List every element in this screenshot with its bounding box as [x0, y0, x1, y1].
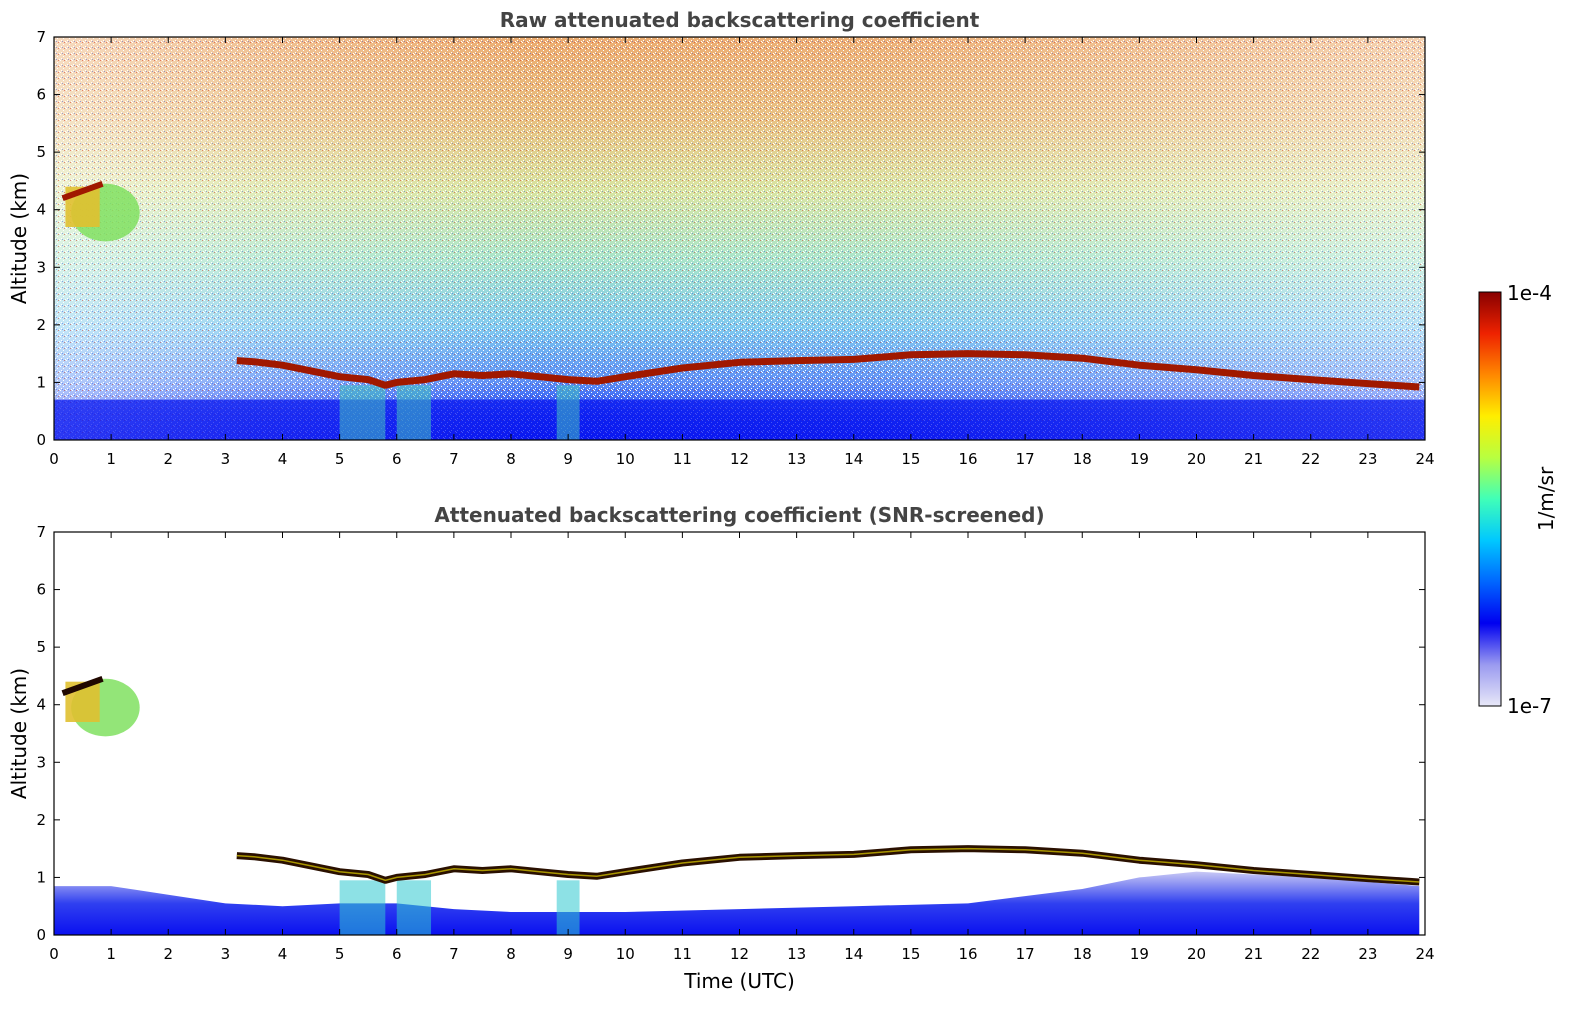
colorbar-min-label: 1e-7: [1507, 694, 1552, 718]
x-axis-label: Time (UTC): [683, 969, 795, 993]
x-tick-label: 5: [335, 945, 345, 963]
x-tick-label: 6: [392, 945, 402, 963]
y-tick-label: 0: [36, 926, 46, 944]
x-tick-label: 9: [563, 450, 573, 468]
x-tick-label: 18: [1073, 450, 1092, 468]
x-tick-label: 16: [958, 945, 977, 963]
x-tick-label: 21: [1244, 945, 1263, 963]
y-tick-label: 2: [36, 811, 46, 829]
colorbar: 1e-4 1e-7 1/m/sr: [1478, 281, 1558, 718]
x-tick-label: 6: [392, 450, 402, 468]
x-tick-label: 4: [278, 450, 288, 468]
x-tick-label: 19: [1130, 450, 1149, 468]
chart-title: Raw attenuated backscattering coefficien…: [500, 8, 980, 32]
y-tick-label: 6: [36, 581, 46, 599]
x-tick-label: 13: [787, 450, 806, 468]
colorbar-scale: [1478, 291, 1502, 707]
chart-title: Attenuated backscattering coefficient (S…: [434, 503, 1044, 527]
x-tick-label: 1: [106, 450, 116, 468]
y-tick-label: 7: [36, 28, 46, 46]
x-tick-label: 12: [730, 945, 749, 963]
x-tick-label: 17: [1016, 450, 1035, 468]
x-tick-label: 2: [163, 945, 173, 963]
x-tick-label: 8: [506, 450, 516, 468]
x-tick-label: 17: [1016, 945, 1035, 963]
precipitation-streak: [396, 880, 432, 935]
x-tick-label: 0: [49, 945, 59, 963]
x-tick-label: 0: [49, 450, 59, 468]
x-tick-label: 3: [221, 450, 231, 468]
y-axis-label: Altitude (km): [7, 668, 31, 799]
y-tick-label: 0: [36, 431, 46, 449]
boundary-layer-aerosol: [54, 399, 1425, 440]
x-tick-label: 22: [1301, 450, 1320, 468]
y-axis-label: Altitude (km): [7, 173, 31, 304]
y-tick-label: 1: [36, 373, 46, 391]
x-tick-label: 10: [616, 450, 635, 468]
x-tick-label: 10: [616, 945, 635, 963]
x-tick-label: 2: [163, 450, 173, 468]
x-tick-label: 24: [1415, 945, 1434, 963]
x-tick-label: 18: [1073, 945, 1092, 963]
x-tick-label: 15: [901, 450, 920, 468]
colorbar-unit-label: 1/m/sr: [1534, 466, 1558, 531]
y-tick-label: 6: [36, 86, 46, 104]
y-tick-label: 3: [36, 753, 46, 771]
boundary-layer-top: [236, 350, 1420, 391]
screened-backscatter-panel: 0 1 2 3 4 5 6 7 8 9 10 11 12 13 14 15 16 17 18 19 20 21 22 23 24…: [7, 503, 1435, 993]
precipitation-streak: [339, 385, 386, 440]
x-tick-label: 11: [673, 450, 692, 468]
boundary-layer-aerosol: [54, 871, 1420, 935]
x-tick-label: 3: [221, 945, 231, 963]
y-tick-label: 1: [36, 868, 46, 886]
cloud-top: [61, 180, 104, 202]
y-tick-label: 5: [36, 143, 46, 161]
x-tick-label: 16: [958, 450, 977, 468]
x-tick-label: 23: [1358, 945, 1377, 963]
precipitation-streak: [556, 385, 580, 440]
x-tick-label: 19: [1130, 945, 1149, 963]
raw-backscatter-panel: 0 1 2 3 4 5 6 7 8 9 10 11 12 13 14 15 16 17 18 19 20 21 22 23 24…: [7, 8, 1435, 468]
x-tick-label: 11: [673, 945, 692, 963]
x-tick-label: 12: [730, 450, 749, 468]
x-tick-label: 1: [106, 945, 116, 963]
y-tick-label: 7: [36, 523, 46, 541]
boundary-layer-top-edge: [236, 847, 1420, 883]
backscatter-noise: [54, 37, 1425, 440]
precipitation-streak: [556, 880, 580, 935]
y-tick-label: 4: [36, 201, 46, 219]
x-tick-label: 20: [1187, 450, 1206, 468]
x-tick-label: 23: [1358, 450, 1377, 468]
x-tick-label: 15: [901, 945, 920, 963]
precipitation-streak: [339, 880, 386, 935]
colorbar-max-label: 1e-4: [1507, 281, 1552, 305]
x-tick-label: 7: [449, 945, 459, 963]
x-tick-label: 22: [1301, 945, 1320, 963]
cloud-top: [61, 675, 104, 697]
x-tick-label: 8: [506, 945, 516, 963]
x-tick-label: 21: [1244, 450, 1263, 468]
y-tick-label: 5: [36, 638, 46, 656]
y-tick-label: 3: [36, 258, 46, 276]
x-tick-label: 24: [1415, 450, 1434, 468]
x-tick-label: 20: [1187, 945, 1206, 963]
y-tick-label: 2: [36, 316, 46, 334]
x-tick-label: 9: [563, 945, 573, 963]
x-tick-label: 13: [787, 945, 806, 963]
y-tick-label: 4: [36, 696, 46, 714]
precipitation-streak: [396, 385, 432, 440]
x-tick-label: 7: [449, 450, 459, 468]
x-tick-label: 14: [844, 450, 863, 468]
x-tick-label: 5: [335, 450, 345, 468]
x-tick-label: 4: [278, 945, 288, 963]
x-tick-label: 14: [844, 945, 863, 963]
